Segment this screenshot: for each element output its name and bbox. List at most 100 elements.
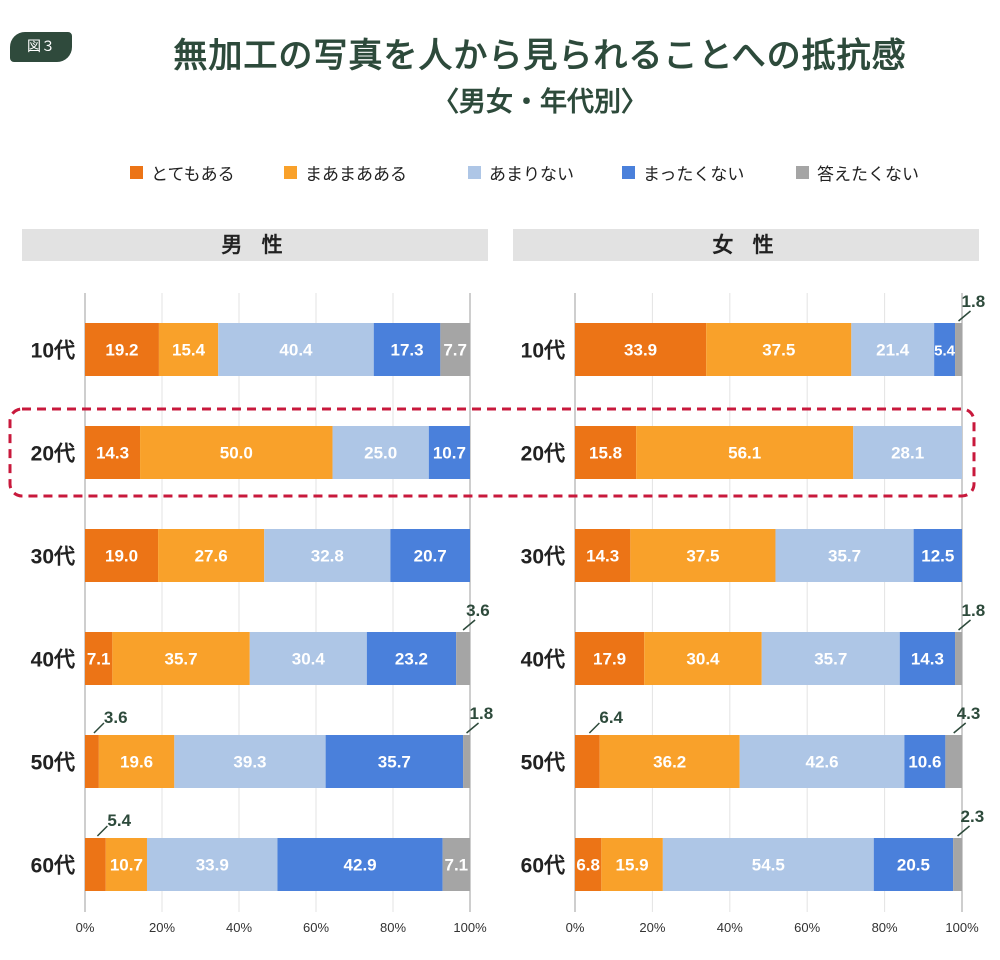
category-label: 50代 (31, 752, 75, 775)
data-label: 6.8 (576, 856, 600, 875)
x-tick-label: 80% (872, 920, 898, 935)
data-label: 30.4 (686, 650, 720, 669)
data-label: 37.5 (762, 341, 795, 360)
panel-header-female: 女 性 (513, 229, 979, 261)
bar-segment (442, 838, 470, 891)
data-label: 50.0 (220, 444, 253, 463)
label-leader-line (958, 310, 971, 322)
data-label: 14.3 (911, 650, 944, 669)
data-label: 37.5 (686, 547, 719, 566)
data-label: 15.4 (172, 341, 206, 360)
data-label: 32.8 (311, 547, 344, 566)
data-label: 39.3 (233, 753, 266, 772)
legend-item-maamaa-aru: まあまあある (284, 160, 407, 185)
x-tick-label: 40% (717, 920, 743, 935)
bar-segment (85, 838, 106, 891)
bar-segment (428, 426, 470, 479)
x-tick-label: 0% (76, 920, 95, 935)
bar-segment (158, 323, 219, 376)
bar-segment (575, 323, 707, 376)
bar-segment (174, 735, 326, 788)
data-label: 14.3 (586, 547, 619, 566)
data-label: 21.4 (876, 341, 910, 360)
data-label: 30.4 (292, 650, 326, 669)
bar-segment (140, 426, 333, 479)
bar-segment (456, 632, 470, 685)
bar-segment (575, 735, 600, 788)
bar-segment (85, 529, 159, 582)
bar-segment (158, 529, 265, 582)
legend-label: とてもある (151, 164, 235, 185)
data-label: 40.4 (279, 341, 313, 360)
x-tick-label: 20% (149, 920, 175, 935)
data-label: 3.6 (466, 601, 490, 620)
category-label: 60代 (521, 855, 565, 878)
label-leader-line (96, 825, 108, 837)
data-label: 1.8 (962, 292, 986, 311)
legend: とてもある まあまあある あまりない まったくない 答えたくない (0, 160, 1000, 185)
x-tick-label: 80% (380, 920, 406, 935)
bar-segment (249, 632, 367, 685)
data-label: 35.7 (828, 547, 861, 566)
bar-segment (390, 529, 470, 582)
data-label: 5.4 (934, 343, 956, 360)
data-label: 17.9 (593, 650, 626, 669)
legend-label: あまりない (489, 164, 574, 185)
legend-item-totemo-aru: とてもある (130, 160, 235, 185)
bar-segment (85, 323, 159, 376)
label-leader-line (957, 825, 971, 837)
category-label: 40代 (521, 649, 565, 672)
bar-segment (325, 735, 464, 788)
data-label: 33.9 (196, 856, 229, 875)
label-leader-line (958, 619, 972, 631)
data-label: 12.5 (921, 547, 954, 566)
bar-segment (277, 838, 443, 891)
bar-segment (934, 323, 956, 376)
bar-segment (601, 838, 663, 891)
bar-segment (85, 426, 141, 479)
bar-segment (955, 323, 962, 376)
category-label: 30代 (31, 546, 75, 569)
label-leader-line (953, 722, 967, 734)
bar-segment (575, 838, 602, 891)
bar-segment (899, 632, 956, 685)
bar-segment (85, 632, 113, 685)
bar-segment (366, 632, 457, 685)
highlight-box-20s (8, 407, 976, 498)
data-label: 17.3 (391, 341, 424, 360)
x-tick-label: 20% (639, 920, 665, 935)
bar-segment (644, 632, 762, 685)
bar-segment (85, 735, 99, 788)
data-label: 7.7 (443, 341, 467, 360)
bar-segment (575, 529, 631, 582)
bar-segment (636, 426, 854, 479)
data-label: 7.1 (87, 650, 111, 669)
bar-segment (440, 323, 470, 376)
legend-swatch (130, 165, 143, 179)
data-label: 35.7 (814, 650, 847, 669)
data-label: 1.8 (470, 704, 494, 723)
legend-item-amari-nai: あまりない (468, 160, 574, 185)
label-leader-line (588, 722, 600, 734)
bar-segment (739, 735, 905, 788)
bar-segment (599, 735, 740, 788)
data-label: 5.4 (107, 811, 131, 830)
bar-segment (332, 426, 429, 479)
category-label: 60代 (31, 855, 75, 878)
data-label: 2.3 (961, 807, 985, 826)
bar-segment (98, 735, 175, 788)
legend-swatch (284, 165, 297, 179)
bar-segment (953, 838, 962, 891)
legend-swatch (796, 165, 809, 179)
bar-segment (662, 838, 874, 891)
bar-segment (904, 735, 946, 788)
legend-swatch (468, 165, 481, 179)
category-label: 20代 (31, 443, 75, 466)
data-label: 19.2 (105, 341, 138, 360)
data-label: 10.7 (433, 444, 466, 463)
bar-segment (112, 632, 250, 685)
x-tick-label: 40% (226, 920, 252, 935)
data-label: 4.3 (957, 704, 981, 723)
data-label: 42.9 (344, 856, 377, 875)
